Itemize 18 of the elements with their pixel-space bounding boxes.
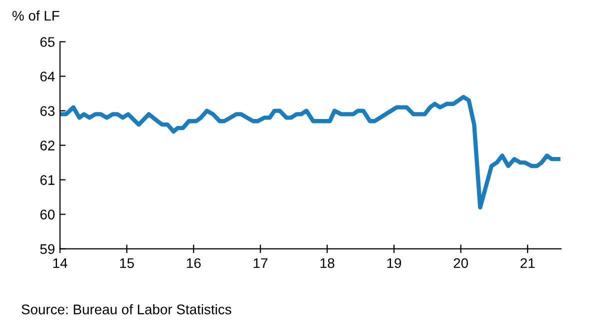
- x-tick-label: 15: [120, 258, 134, 268]
- x-tick-label: 16: [186, 258, 201, 268]
- y-tick-label: 64: [40, 72, 55, 82]
- y-tick-label: 60: [40, 210, 55, 220]
- source-note: Source: Bureau of Labor Statistics: [22, 304, 232, 314]
- x-tick-label: 18: [320, 258, 334, 268]
- y-tick-label: 61: [40, 175, 54, 185]
- y-tick-label: 65: [40, 37, 55, 47]
- x-tick-label: 20: [454, 258, 468, 268]
- x-tick-label: 19: [387, 258, 402, 268]
- y-axis-title: % of LF: [12, 10, 60, 21]
- x-tick-label: 14: [53, 258, 68, 268]
- line-series: [60, 94, 560, 210]
- y-tick-label: 59: [40, 244, 54, 254]
- x-tick-label: 17: [254, 258, 268, 268]
- x-tick-label: 21: [520, 258, 535, 268]
- y-tick-label: 63: [40, 106, 55, 116]
- y-tick-label: 62: [40, 140, 54, 150]
